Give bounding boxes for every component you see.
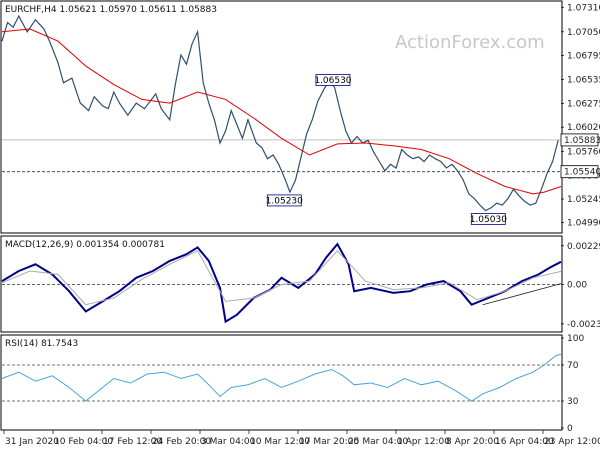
xtick-label: 25 Mar 04:00 [348, 437, 408, 447]
support-price-tag-box [560, 165, 599, 179]
price-ytick-label: 1.07050 [567, 28, 600, 38]
price-panel: EURCHF,H4 1.05621 1.05970 1.05611 1.0588… [0, 0, 600, 234]
macd-ytick-label: -0.002336 [567, 320, 600, 330]
xtick-label: 10 Feb 04:00 [54, 437, 113, 447]
xtick-label: 8 Apr 20:00 [446, 437, 499, 447]
macd-title: MACD(12,26,9) 0.001354 0.000781 [5, 240, 165, 250]
rsi-panel: RSI(14) 81.7543 100 70 30 0 [0, 334, 584, 434]
rsi-title: RSI(14) 81.7543 [5, 339, 78, 349]
rsi-ytick-label: 100 [567, 334, 584, 344]
macd-panel: MACD(12,26,9) 0.001354 0.000781 0.002297… [0, 235, 600, 333]
xtick-label: 31 Jan 2020 [5, 437, 59, 447]
rsi-panel-frame [0, 334, 563, 431]
macd-series-1 [1, 250, 562, 306]
price-ytick-label: 1.07310 [567, 4, 600, 14]
price-ytick-label: 1.06275 [567, 100, 600, 110]
xtick-label: 1 Apr 12:00 [397, 437, 450, 447]
xtick-label: 16 Apr 04:00 [495, 437, 554, 447]
price-series-0 [1, 14, 559, 212]
price-ytick-label: 1.06795 [567, 51, 600, 61]
rsi-series-0 [1, 353, 562, 402]
macd-ytick-label: 0.00 [567, 281, 587, 291]
watermark: ActionForex.com [395, 32, 545, 53]
price-ytick-label: 1.06535 [567, 76, 600, 86]
price-ytick-label: 1.05245 [567, 195, 600, 205]
price-annotation-box [470, 213, 506, 225]
price-annotation-box [315, 74, 351, 86]
price-ytick-label: 1.06020 [567, 123, 600, 133]
current-price-tag-label: 1.05883 [564, 136, 600, 146]
price-ytick-label: 1.04990 [567, 219, 600, 229]
xtick-label: 17 Feb 12:00 [103, 437, 162, 447]
xtick-label: 10 Mar 12:00 [250, 437, 310, 447]
price-title: EURCHF,H4 1.05621 1.05970 1.05611 1.0588… [5, 5, 217, 15]
macd-ytick-label: 0.002297 [567, 242, 600, 252]
rsi-ytick-label: 30 [567, 397, 579, 407]
price-ytick-label: 1.05760 [567, 147, 600, 157]
rsi-ytick-label: 0 [567, 424, 573, 434]
rsi-ytick-label: 70 [567, 361, 579, 371]
macd-trendline [482, 283, 562, 306]
current-price-tag-box [560, 133, 599, 147]
price-series-1 [1, 28, 562, 195]
xtick-label: 3 Mar 04:00 [201, 437, 256, 447]
price-annotation-label: 1.05030 [470, 215, 507, 225]
support-price-tag-label: 1.05540 [564, 168, 600, 178]
price-annotation-box [266, 194, 302, 207]
xtick-label: 17 Mar 20:00 [299, 437, 359, 447]
macd-series-0 [1, 242, 562, 324]
xtick-label: 24 Feb 20:00 [152, 437, 211, 447]
price-annotation-label: 1.06530 [314, 76, 351, 86]
price-annotation-label: 1.05230 [266, 196, 303, 206]
xtick-label: 23 Apr 12:00 [544, 437, 600, 447]
